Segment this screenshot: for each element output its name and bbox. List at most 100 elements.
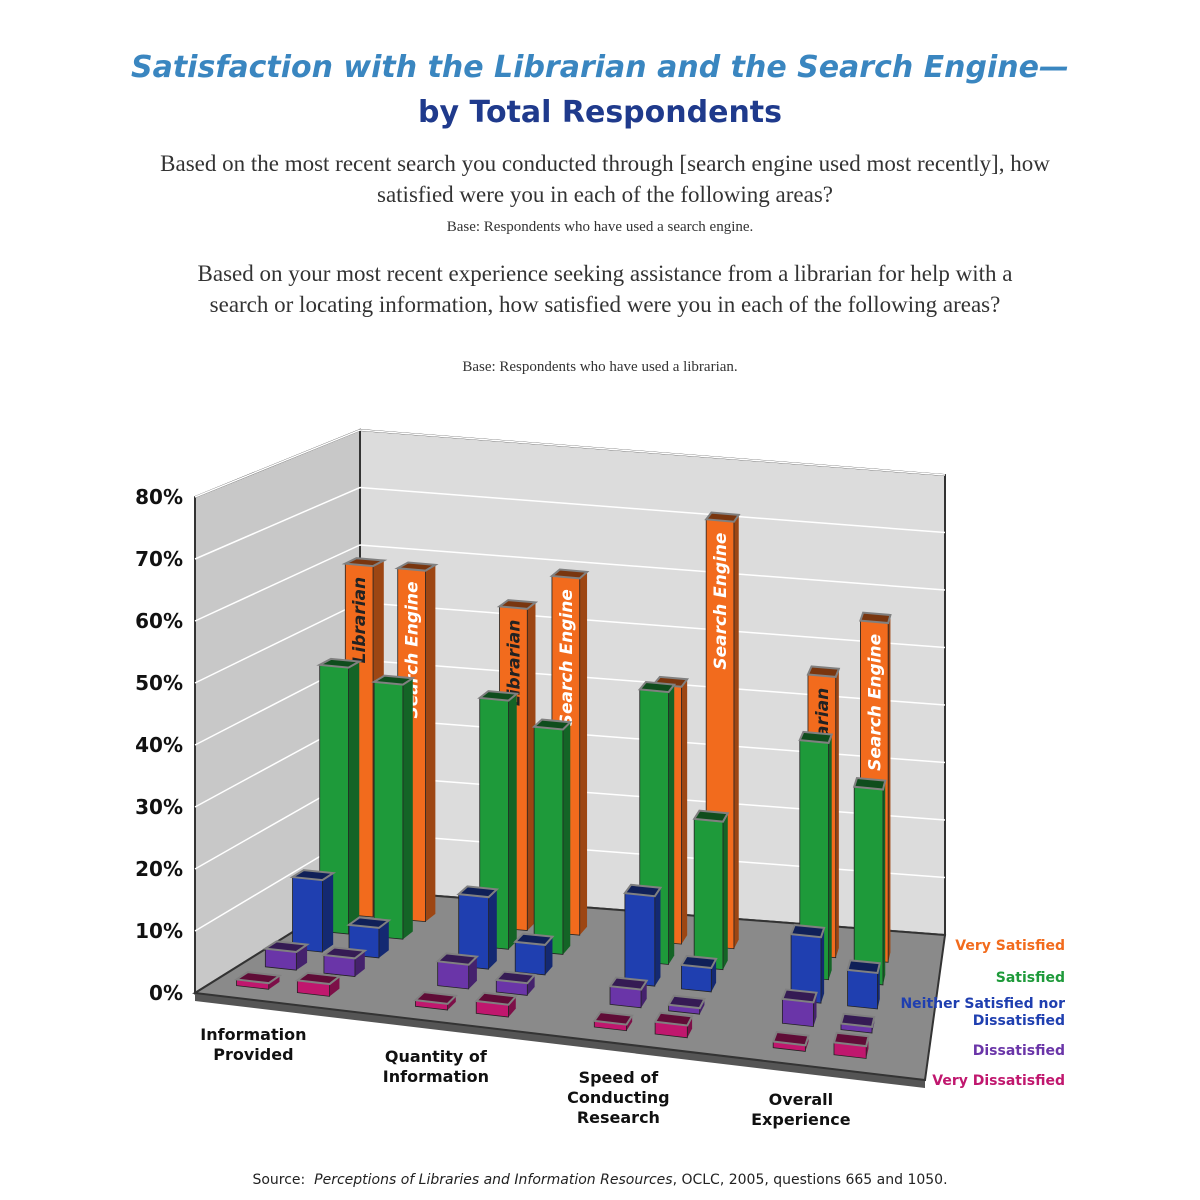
bar	[456, 885, 500, 970]
base-note: Base: Respondents who have used a search…	[446, 219, 754, 235]
bar-front	[292, 876, 323, 953]
bar-top	[289, 869, 337, 882]
bar-top	[394, 561, 439, 572]
bar-top	[846, 959, 881, 975]
bar-side	[527, 974, 535, 996]
bar	[262, 940, 310, 971]
source-rest: , OCLC, 2005, questions 665 and 1050.	[672, 1172, 948, 1188]
bar-top	[653, 1011, 694, 1027]
bar-group-label: Search Engine	[711, 533, 731, 670]
y-tick-label: 80%	[135, 485, 183, 509]
bar-top	[262, 940, 310, 953]
y-tick-label: 30%	[135, 795, 183, 819]
bar	[780, 988, 818, 1028]
bar-top	[294, 971, 342, 986]
bar	[666, 994, 707, 1015]
question: Based on the most recent search you cond…	[160, 151, 1050, 207]
y-tick-label: 0%	[149, 981, 183, 1005]
bar-group-label: Search Engine	[557, 589, 577, 726]
bar	[832, 1031, 870, 1059]
bar	[321, 946, 368, 978]
bar-group-label: Librarian	[504, 620, 524, 706]
bar-side	[447, 995, 456, 1011]
bar	[494, 970, 537, 996]
bar	[692, 809, 730, 971]
y-tick-label: 40%	[135, 733, 183, 757]
bar-front	[680, 964, 712, 993]
bar-side	[888, 614, 891, 963]
bar-top	[798, 730, 834, 744]
bar	[316, 657, 363, 935]
y-tick-label: 50%	[135, 671, 183, 695]
x-tick-label: Information Provided	[200, 1024, 307, 1064]
bar	[623, 883, 663, 987]
bar-side	[348, 661, 360, 935]
y-tick-label: 20%	[135, 857, 183, 881]
bar-top	[608, 976, 649, 991]
bar-top	[692, 809, 730, 823]
title: Satisfaction with the Librarian and the …	[130, 50, 1069, 85]
legend-entry: Satisfied	[995, 970, 1065, 986]
bar-top	[852, 776, 887, 791]
bar	[370, 674, 416, 940]
bar-top	[780, 988, 818, 1004]
subtitle: by Total Respondents	[418, 95, 782, 130]
bar-top	[859, 611, 892, 625]
bar-front	[693, 818, 724, 971]
bar-top	[592, 1011, 634, 1026]
x-tick-label: Overall Experience	[751, 1090, 851, 1130]
bar	[653, 1011, 694, 1039]
bar-group-label: Search Engine	[865, 634, 885, 771]
bar-top	[531, 718, 573, 731]
bar-side	[820, 927, 825, 1004]
x-tick-label: Quantity of Information	[382, 1046, 489, 1086]
bar-front	[853, 786, 884, 986]
y-tick-label: 60%	[135, 609, 183, 633]
bar-top	[316, 657, 363, 669]
bar-side	[579, 571, 588, 936]
bar	[679, 954, 718, 993]
x-tick-label: Speed of Conducting Research	[567, 1068, 670, 1128]
bar-front	[847, 969, 878, 1010]
bar-top	[496, 599, 539, 610]
bar	[513, 932, 555, 976]
bar-side	[268, 975, 280, 990]
bar-top	[549, 568, 590, 580]
bar-top	[477, 690, 520, 702]
bar-side	[527, 602, 536, 931]
bar-side	[322, 873, 334, 953]
bar-side	[508, 996, 516, 1018]
legend-entry: Neither Satisfied nor Dissatisfied	[900, 996, 1065, 1029]
bar	[852, 776, 887, 986]
bar-group-label: Librarian	[350, 577, 370, 663]
bar-side	[468, 956, 477, 989]
bar	[294, 971, 342, 997]
bar-side	[545, 936, 553, 975]
base-note: Base: Respondents who have used a librar…	[462, 359, 738, 375]
legend-entry: Very Dissatisfied	[932, 1073, 1065, 1089]
bar-top	[679, 954, 718, 970]
bar-top	[832, 1031, 870, 1048]
bar	[531, 718, 573, 955]
bar	[771, 1030, 810, 1052]
bar-top	[623, 883, 663, 898]
bar-front	[514, 941, 546, 976]
bar	[233, 971, 283, 990]
bar-top	[704, 511, 741, 523]
bar	[789, 923, 826, 1004]
question: Based on your most recent experience see…	[197, 261, 1013, 317]
bar-front	[437, 960, 470, 990]
bar-top	[494, 970, 537, 985]
bar-side	[733, 514, 739, 949]
bar-top	[839, 1012, 876, 1029]
bar	[477, 690, 520, 950]
bar-top	[666, 994, 707, 1010]
bar-side	[828, 734, 832, 980]
legend-entry: Very Satisfied	[955, 938, 1065, 954]
bar-top	[637, 681, 677, 694]
bar-top	[474, 991, 518, 1006]
bar	[592, 1011, 634, 1032]
bar-top	[370, 674, 416, 686]
bar-side	[488, 889, 497, 970]
